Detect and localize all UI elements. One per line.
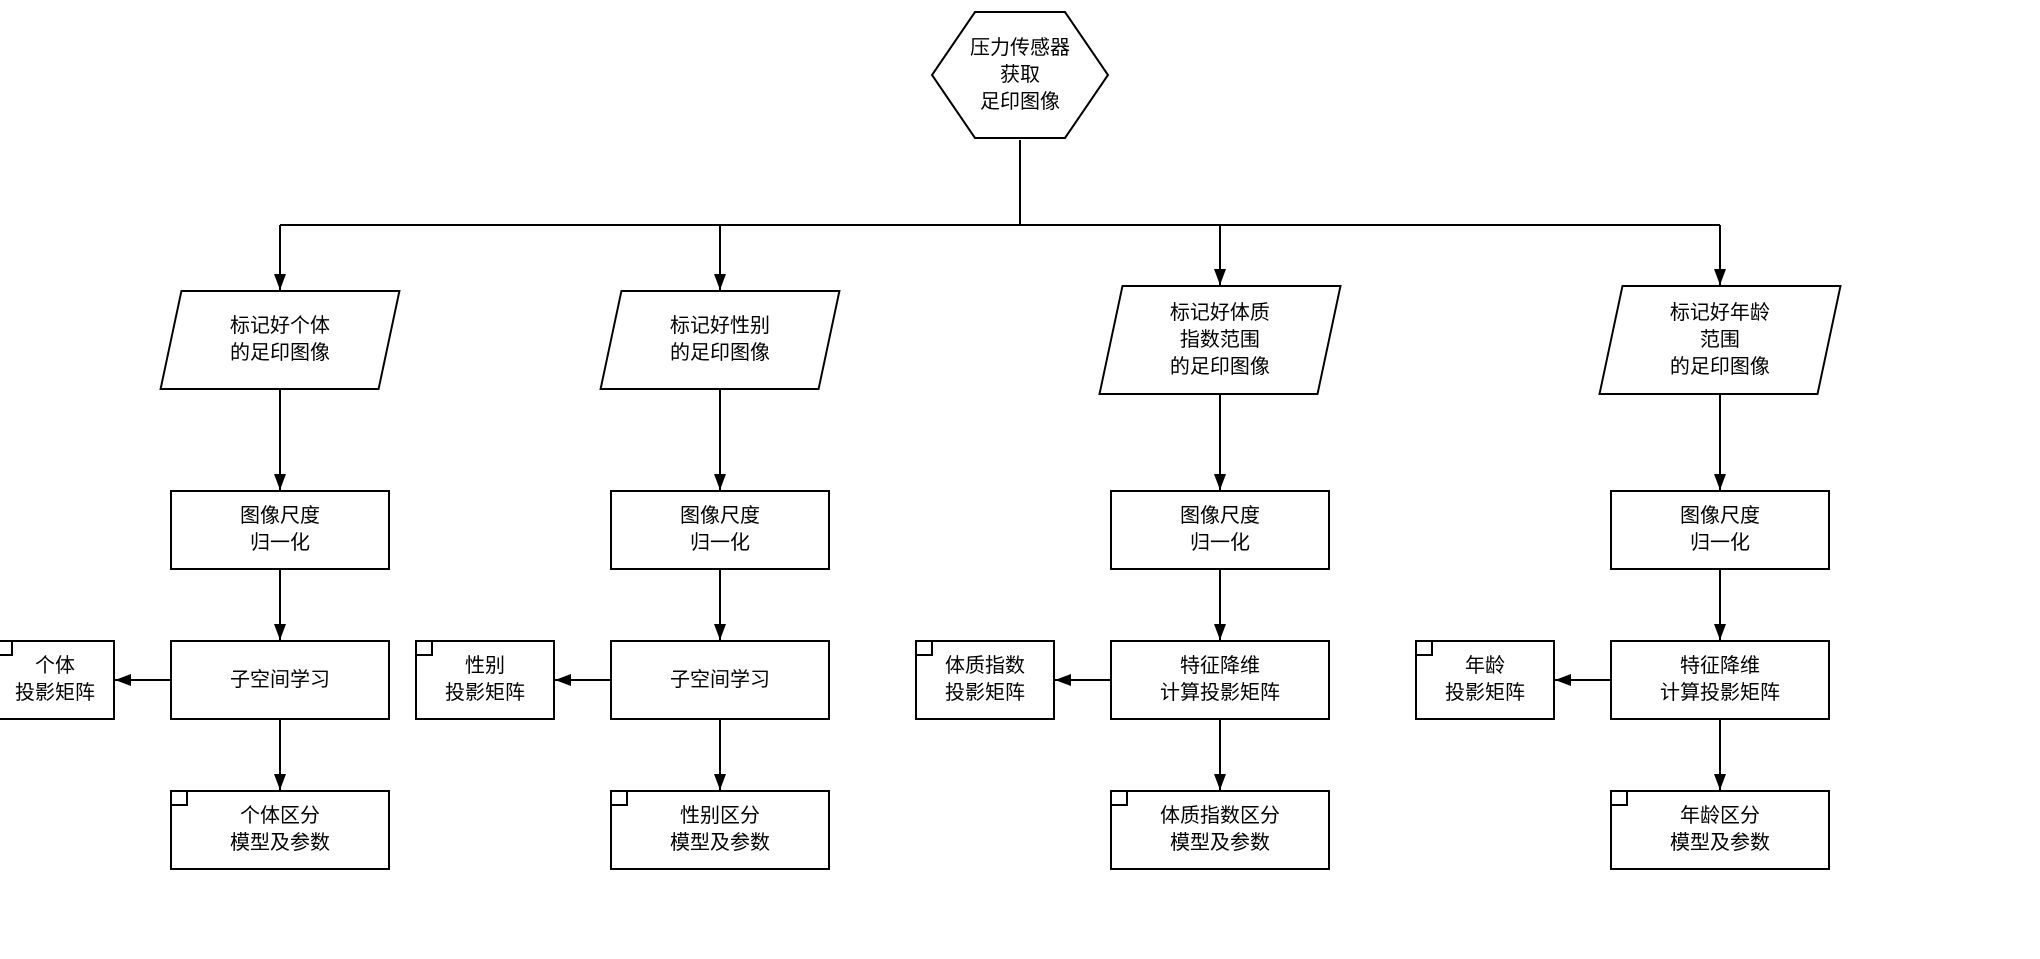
b2-matrix-node: 性别 投影矩阵 bbox=[415, 640, 555, 720]
b1-norm-node: 图像尺度 归一化 bbox=[170, 490, 390, 570]
b1-model-node: 个体区分 模型及参数 bbox=[170, 790, 390, 870]
b2-matrix-label: 性别 投影矩阵 bbox=[445, 653, 525, 707]
b1-matrix-node: 个体 投影矩阵 bbox=[0, 640, 115, 720]
b4-matrix-node: 年龄 投影矩阵 bbox=[1415, 640, 1555, 720]
b3-data-label: 标记好体质 指数范围 的足印图像 bbox=[1170, 300, 1270, 381]
b4-data-node: 标记好年龄 范围 的足印图像 bbox=[1598, 285, 1841, 395]
b3-learn-label: 特征降维 计算投影矩阵 bbox=[1160, 653, 1280, 707]
b3-norm-node: 图像尺度 归一化 bbox=[1110, 490, 1330, 570]
b1-norm-label: 图像尺度 归一化 bbox=[240, 503, 320, 557]
b4-data-label: 标记好年龄 范围 的足印图像 bbox=[1670, 300, 1770, 381]
b2-learn-node: 子空间学习 bbox=[610, 640, 830, 720]
b3-model-label: 体质指数区分 模型及参数 bbox=[1160, 803, 1280, 857]
b1-data-node: 标记好个体 的足印图像 bbox=[159, 290, 400, 390]
b3-matrix-node: 体质指数 投影矩阵 bbox=[915, 640, 1055, 720]
b4-learn-node: 特征降维 计算投影矩阵 bbox=[1610, 640, 1830, 720]
b1-learn-label: 子空间学习 bbox=[230, 667, 330, 694]
root-label: 压力传感器 获取 足印图像 bbox=[970, 35, 1070, 116]
b2-learn-label: 子空间学习 bbox=[670, 667, 770, 694]
b2-model-label: 性别区分 模型及参数 bbox=[670, 803, 770, 857]
b3-model-node: 体质指数区分 模型及参数 bbox=[1110, 790, 1330, 870]
b2-model-node: 性别区分 模型及参数 bbox=[610, 790, 830, 870]
b3-data-node: 标记好体质 指数范围 的足印图像 bbox=[1098, 285, 1341, 395]
b2-data-label: 标记好性别 的足印图像 bbox=[670, 313, 770, 367]
b4-norm-node: 图像尺度 归一化 bbox=[1610, 490, 1830, 570]
b1-data-label: 标记好个体 的足印图像 bbox=[230, 313, 330, 367]
b2-data-node: 标记好性别 的足印图像 bbox=[599, 290, 840, 390]
b1-learn-node: 子空间学习 bbox=[170, 640, 390, 720]
b4-model-label: 年龄区分 模型及参数 bbox=[1670, 803, 1770, 857]
b4-learn-label: 特征降维 计算投影矩阵 bbox=[1660, 653, 1780, 707]
b3-matrix-label: 体质指数 投影矩阵 bbox=[945, 653, 1025, 707]
b4-norm-label: 图像尺度 归一化 bbox=[1680, 503, 1760, 557]
b3-learn-node: 特征降维 计算投影矩阵 bbox=[1110, 640, 1330, 720]
b2-norm-label: 图像尺度 归一化 bbox=[680, 503, 760, 557]
b2-norm-node: 图像尺度 归一化 bbox=[610, 490, 830, 570]
b3-norm-label: 图像尺度 归一化 bbox=[1180, 503, 1260, 557]
b4-matrix-label: 年龄 投影矩阵 bbox=[1445, 653, 1525, 707]
b1-matrix-label: 个体 投影矩阵 bbox=[15, 653, 95, 707]
root-node: 压力传感器 获取 足印图像 bbox=[930, 10, 1110, 140]
b1-model-label: 个体区分 模型及参数 bbox=[230, 803, 330, 857]
b4-model-node: 年龄区分 模型及参数 bbox=[1610, 790, 1830, 870]
